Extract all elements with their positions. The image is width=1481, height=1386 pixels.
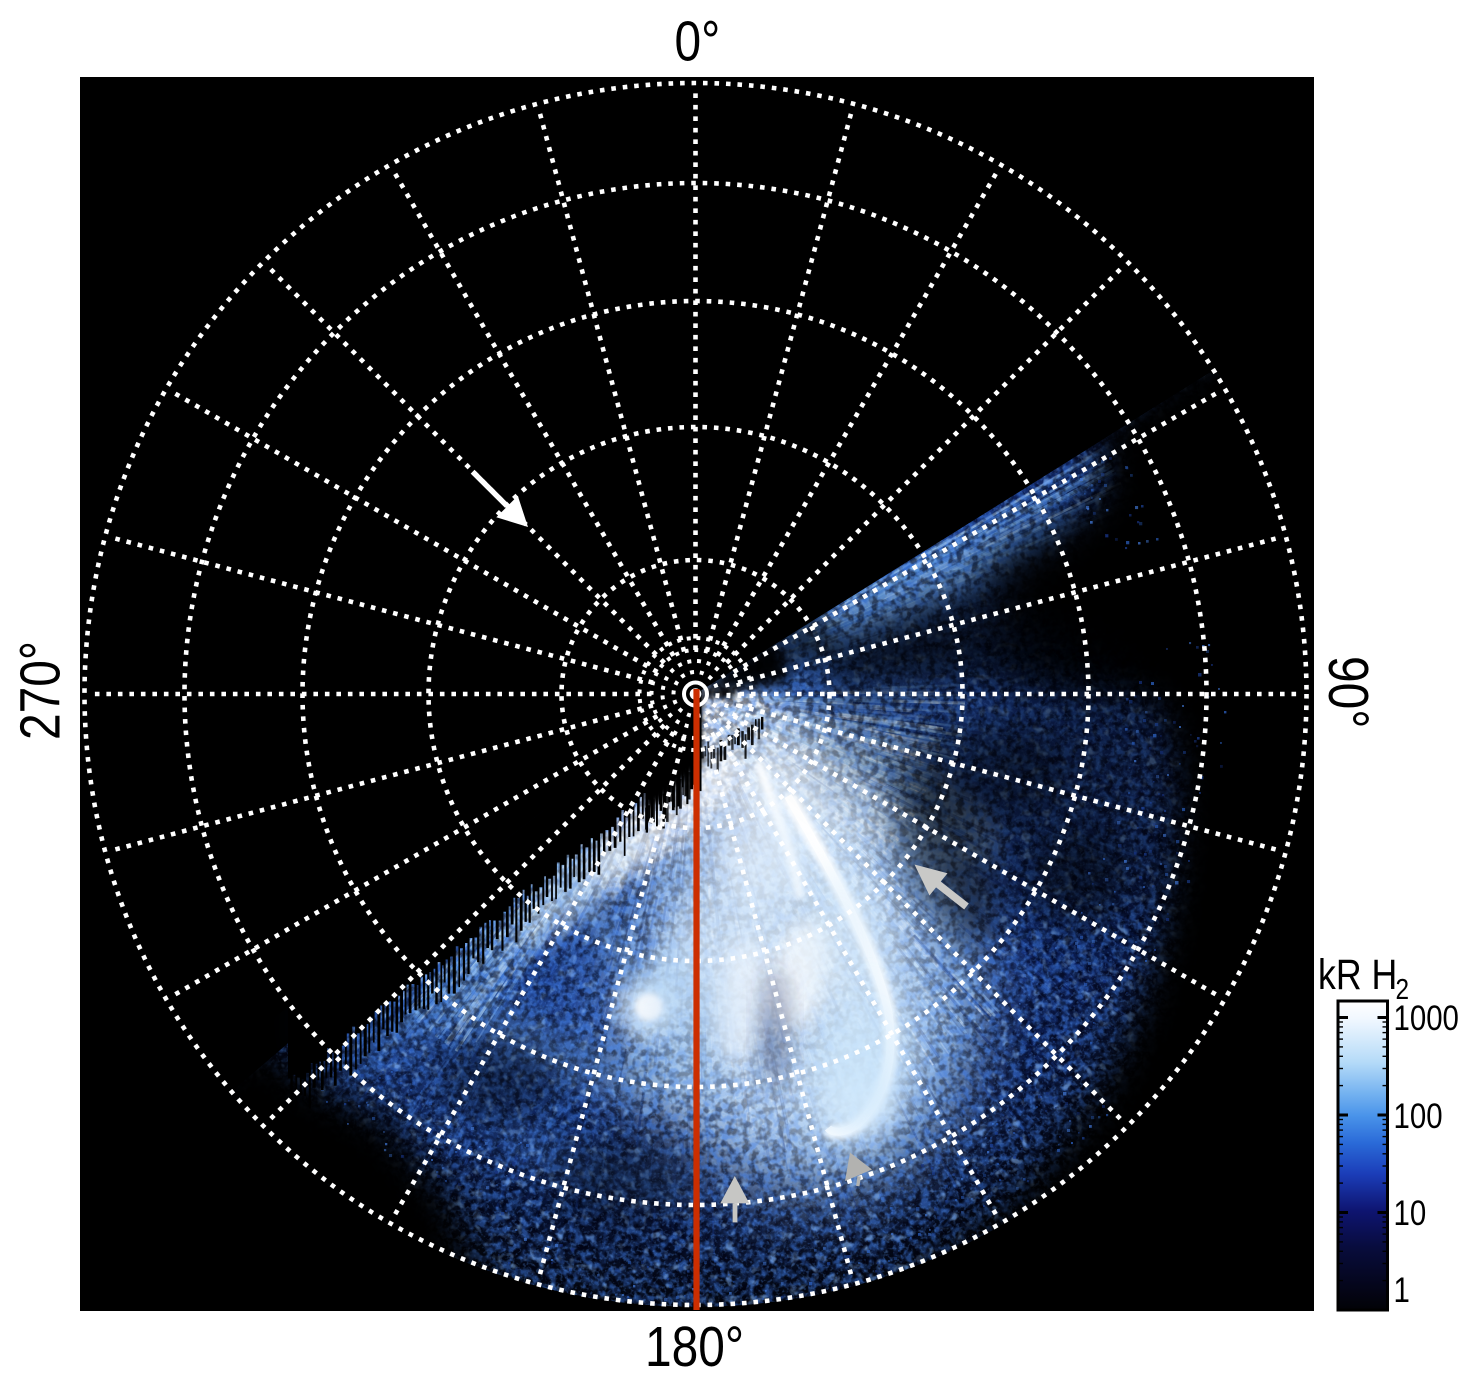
svg-text:0°: 0°	[675, 10, 721, 74]
svg-text:180°: 180°	[645, 1315, 744, 1379]
svg-text:1000: 1000	[1394, 999, 1459, 1038]
svg-text:10: 10	[1394, 1194, 1427, 1233]
svg-text:kR H: kR H	[1318, 951, 1397, 999]
svg-text:270°: 270°	[9, 641, 73, 740]
svg-text:2: 2	[1396, 973, 1410, 1005]
svg-text:100: 100	[1394, 1097, 1443, 1136]
svg-text:90°: 90°	[1316, 656, 1380, 728]
svg-text:1: 1	[1394, 1271, 1410, 1310]
